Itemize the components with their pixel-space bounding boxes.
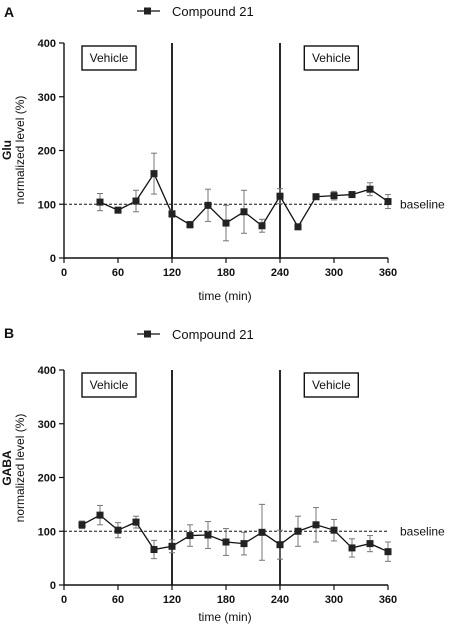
x-tick-label: 120 [163, 267, 181, 279]
legend-marker [144, 7, 151, 15]
legend-marker [144, 330, 151, 338]
panel-letter: A [4, 4, 14, 20]
data-point [276, 541, 284, 549]
x-tick-label: 180 [217, 594, 235, 606]
y-axis-label: normalized level (%) [13, 96, 27, 205]
x-tick-label: 60 [112, 594, 124, 606]
data-point [312, 193, 320, 201]
y-tick-label: 400 [38, 365, 56, 377]
data-point [204, 201, 212, 209]
data-point [78, 521, 86, 529]
baseline-label: baseline [400, 524, 445, 538]
condition-box [81, 372, 137, 398]
data-point [222, 219, 230, 227]
data-point [348, 191, 356, 199]
condition-label: Vehicle [90, 378, 129, 392]
x-tick-label: 60 [112, 267, 124, 279]
data-point [168, 542, 176, 550]
data-point [168, 210, 176, 218]
panel-letter: B [4, 325, 14, 341]
y-tick-label: 300 [38, 419, 56, 431]
data-point [384, 548, 392, 556]
data-point [330, 192, 338, 200]
condition-label: Vehicle [312, 51, 351, 65]
y-tick-label: 100 [38, 199, 56, 211]
y-tick-label: 300 [38, 92, 56, 104]
data-point [258, 528, 266, 536]
x-tick-label: 180 [217, 267, 235, 279]
plot-area: 0 100 200 300 400 0 60 120 180 240 300 360 baseline V… [38, 38, 445, 279]
legend: Compound 21 [137, 4, 254, 19]
data-point [366, 540, 374, 548]
condition-label: Vehicle [90, 51, 129, 65]
data-point [96, 198, 104, 206]
x-tick-label: 300 [325, 594, 343, 606]
data-point [96, 511, 104, 519]
chart-panel-b: B Compound 21 0 100 200 300 400 0 60 120 180 240 3… [0, 316, 454, 632]
x-tick-label: 0 [61, 594, 67, 606]
data-point [186, 221, 194, 229]
legend: Compound 21 [137, 327, 254, 342]
plot-area: 0 100 200 300 400 0 60 120 180 240 300 360 baseline V… [38, 365, 445, 606]
data-point [384, 198, 392, 206]
series-line [81, 514, 389, 553]
legend-label: Compound 21 [172, 4, 254, 19]
condition-label: Vehicle [312, 378, 351, 392]
condition-box [81, 45, 137, 71]
legend-label: Compound 21 [172, 327, 254, 342]
condition-box [303, 45, 359, 71]
chart-b-svg: B Compound 21 0 100 200 300 400 0 60 120 180 240 3… [0, 325, 445, 624]
x-axis-label: time (min) [198, 289, 251, 303]
data-point [150, 546, 158, 554]
data-point [240, 208, 248, 216]
analyte-label: GABA [0, 450, 14, 486]
y-tick-label: 200 [38, 473, 56, 485]
chart-a-svg: A Compound 21 0 100 200 300 400 0 60 120 180 240 3… [0, 4, 445, 303]
y-tick-label: 400 [38, 38, 56, 50]
data-point [330, 526, 338, 534]
chart-panel-a: A Compound 21 0 100 200 300 400 0 60 120 180 240 3… [0, 0, 454, 316]
data-point [186, 532, 194, 540]
x-tick-label: 120 [163, 594, 181, 606]
data-point [204, 531, 212, 539]
y-tick-label: 100 [38, 526, 56, 538]
data-point [114, 206, 122, 214]
data-point [132, 518, 140, 526]
baseline-label: baseline [400, 197, 445, 211]
data-point [294, 223, 302, 231]
data-point [114, 526, 122, 534]
data-point [150, 170, 158, 178]
x-tick-label: 240 [271, 267, 289, 279]
condition-box [303, 372, 359, 398]
y-axis-label: normalized level (%) [13, 414, 27, 523]
y-tick-label: 0 [50, 580, 56, 592]
x-tick-label: 0 [61, 267, 67, 279]
data-point [132, 197, 140, 205]
data-point [312, 521, 320, 529]
x-tick-label: 360 [379, 267, 397, 279]
x-tick-label: 240 [271, 594, 289, 606]
data-point [276, 192, 284, 200]
x-tick-label: 360 [379, 594, 397, 606]
data-point [240, 540, 248, 548]
data-point [348, 544, 356, 552]
data-point [294, 527, 302, 535]
x-tick-label: 300 [325, 267, 343, 279]
data-point [222, 538, 230, 546]
data-point [258, 222, 266, 230]
data-point [366, 185, 374, 193]
analyte-label: Glu [0, 140, 14, 160]
y-tick-label: 0 [50, 253, 56, 265]
x-axis-label: time (min) [198, 610, 251, 624]
y-tick-label: 200 [38, 146, 56, 158]
